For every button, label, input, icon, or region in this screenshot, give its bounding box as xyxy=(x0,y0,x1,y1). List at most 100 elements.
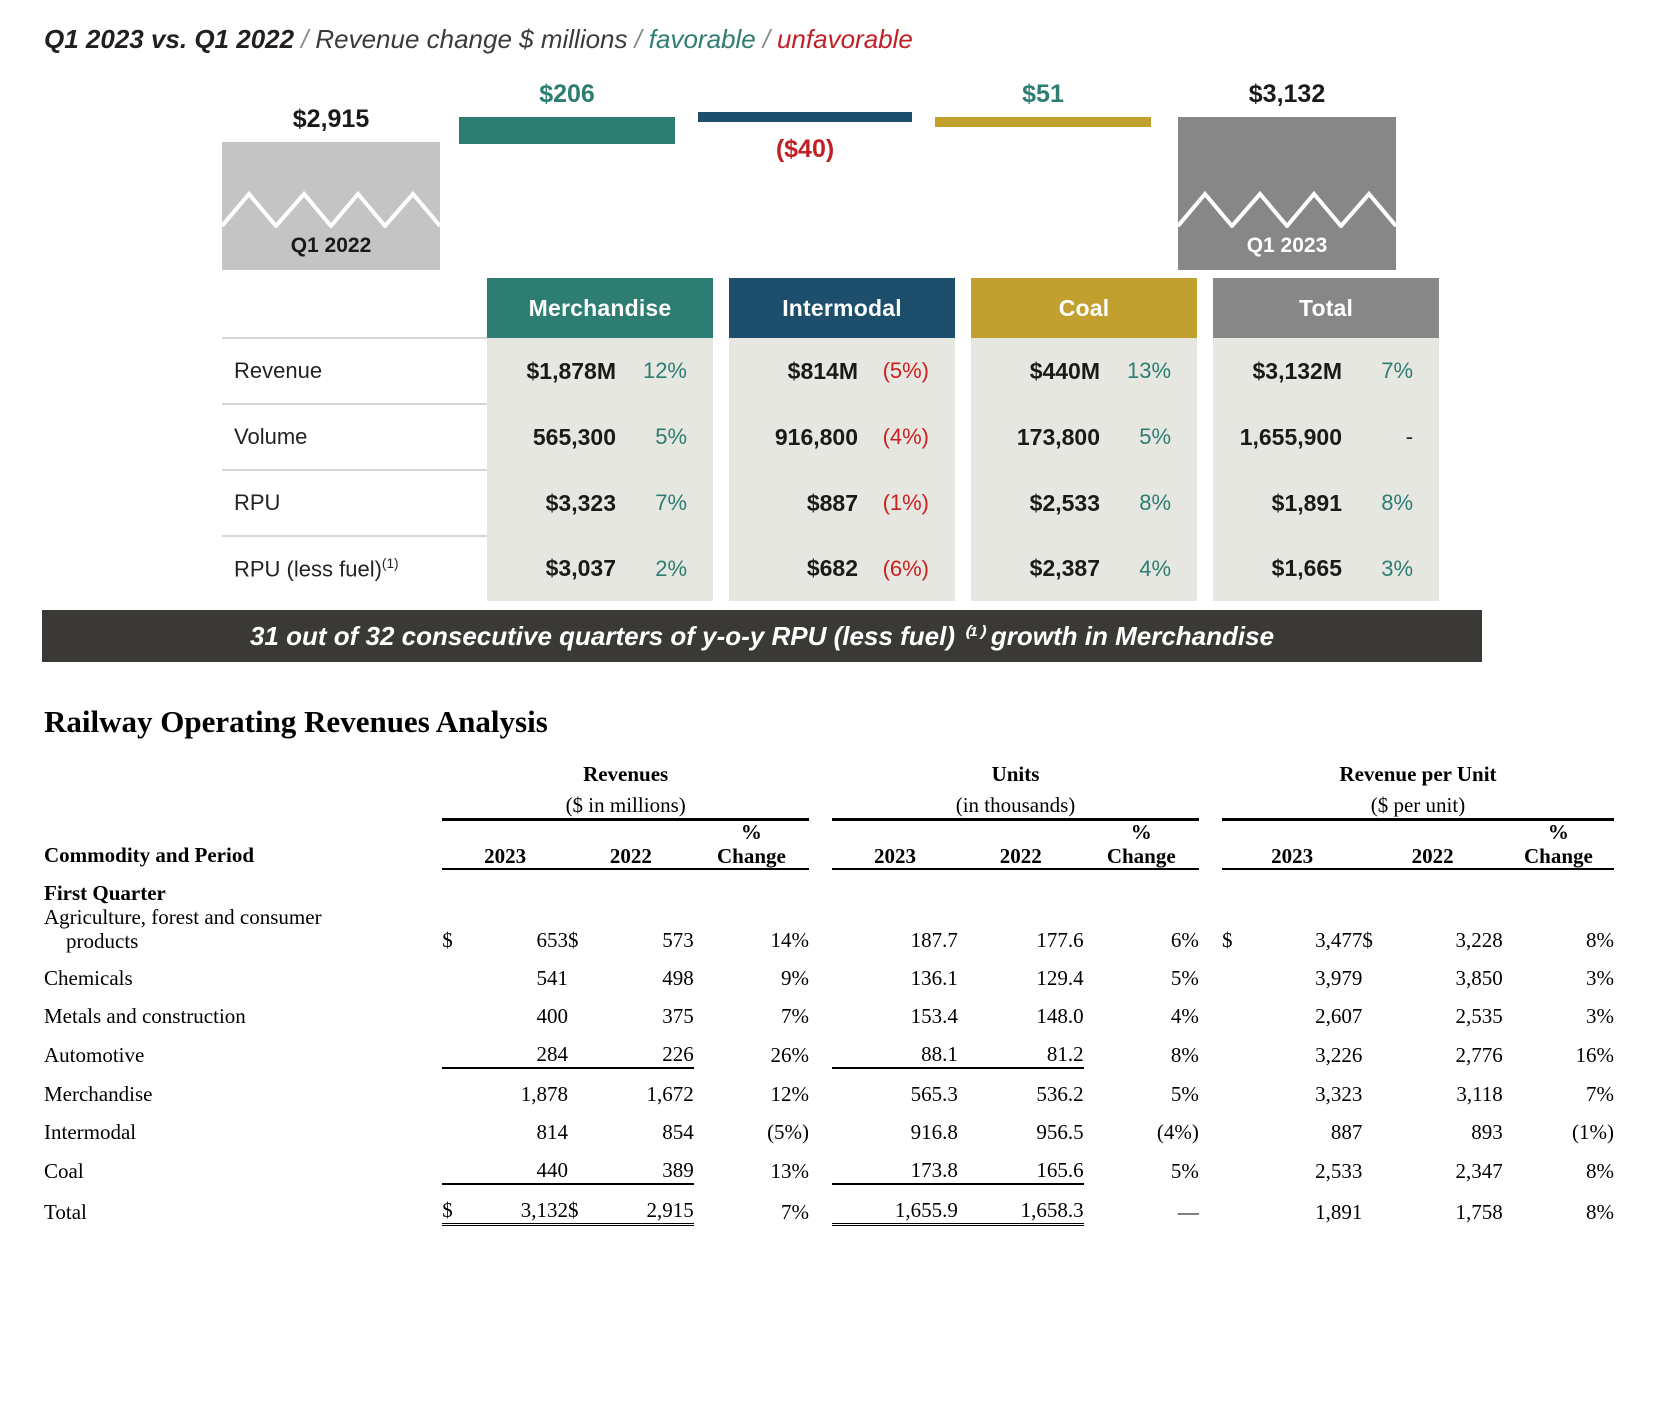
legend-favorable: favorable xyxy=(648,24,756,54)
doc-cell-rev-2023-currency xyxy=(442,953,471,991)
doc-table-row: Merchandise 1,878 1,672 12% 565.3 536.2 5% 3,32… xyxy=(44,1068,1614,1107)
doc-cell-rev-2023: 400 xyxy=(536,1004,569,1029)
doc-cell-units-2023: 88.1 xyxy=(832,1029,958,1070)
highlight-banner: 31 out of 32 consecutive quarters of y-o… xyxy=(42,610,1482,662)
doc-cell-spacer xyxy=(809,1145,832,1184)
doc-cell-rev-2022-currency xyxy=(568,991,597,1029)
doc-row-label: Metals and construction xyxy=(44,1004,246,1029)
summary-table-row: Volume 565,300 5% 916,800 (4%) 173,800 5% 1,655… xyxy=(222,403,1440,470)
slide-title-sep-1: / xyxy=(301,24,309,54)
summary-cell-pct: (5%) xyxy=(864,338,956,404)
summary-col-total: Total xyxy=(1213,278,1440,338)
summary-cell-value: $440M xyxy=(971,338,1107,404)
waterfall-end-caption: Q1 2023 xyxy=(1246,234,1328,257)
summary-row-label: RPU (less fuel)(1) xyxy=(222,535,487,601)
doc-row-label: Coal xyxy=(44,1159,84,1184)
doc-cell-rpu-2023-currency xyxy=(1222,953,1251,991)
doc-cell-rpu-2022: 2,347 xyxy=(1455,1159,1503,1184)
summary-cell-pct: - xyxy=(1348,404,1440,470)
doc-title: Railway Operating Revenues Analysis xyxy=(44,704,548,739)
summary-table-header-row: Merchandise Intermodal Coal Total xyxy=(222,278,1440,338)
doc-cell-rpu-2023-currency xyxy=(1222,1107,1251,1145)
doc-cell-units-2023: 187.7 xyxy=(910,928,958,953)
summary-cell-pct: (4%) xyxy=(864,404,956,470)
doc-cell-spacer xyxy=(809,906,832,953)
summary-cell-gap xyxy=(955,470,972,536)
doc-cell-spacer xyxy=(1199,1029,1222,1068)
doc-cell-rev-2023: 1,878 xyxy=(520,1082,568,1107)
doc-cell-rpu-2022: 3,118 xyxy=(1456,1082,1503,1107)
colhead-units-pct-top: % xyxy=(1130,820,1152,844)
summary-col-intermodal: Intermodal xyxy=(729,278,956,338)
summary-cell-value: $2,387 xyxy=(971,536,1107,601)
doc-cell-units-2022: 956.5 xyxy=(1036,1120,1084,1145)
doc-table-row: Metals and construction 400 375 7% 153.4 148.… xyxy=(44,991,1614,1029)
doc-section-label: First Quarter xyxy=(44,881,166,906)
doc-cell-units-2022: 165.6 xyxy=(957,1145,1084,1186)
doc-cell-units-pct: 5% xyxy=(1170,1082,1199,1107)
doc-cell-units-pct: 6% xyxy=(1170,928,1199,953)
doc-cell-rev-2022-currency xyxy=(568,1107,597,1145)
waterfall-bar-intermodal xyxy=(698,112,912,122)
doc-section-row: First Quarter xyxy=(44,869,1614,906)
summary-cell-gap xyxy=(1197,536,1214,601)
doc-table-row: Chemicals 541 498 9% 136.1 129.4 5% 3,979 3,850 3… xyxy=(44,953,1614,991)
colhead-rev-pct-top: % xyxy=(740,820,762,844)
doc-cell-rpu-2022-currency xyxy=(1362,1184,1391,1225)
doc-cell-units-2023: 173.8 xyxy=(832,1145,958,1186)
slide-title-sep-2: / xyxy=(634,24,642,54)
doc-row-label: Merchandise xyxy=(44,1082,153,1107)
doc-cell-rev-2022-currency: $ xyxy=(568,928,579,953)
doc-cell-spacer xyxy=(809,1107,832,1145)
summary-cell-pct: 5% xyxy=(622,404,713,470)
summary-col-merchandise: Merchandise xyxy=(487,278,713,338)
colhead-units-pct: % Change xyxy=(1084,820,1199,869)
waterfall-bar-merchandise xyxy=(459,117,675,144)
waterfall-step-intermodal-value: ($40) xyxy=(775,135,835,163)
summary-row-label: Revenue xyxy=(222,337,487,404)
slide-title: Q1 2023 vs. Q1 2022/Revenue change $ mil… xyxy=(44,24,913,55)
doc-cell-rpu-pct: 3% xyxy=(1586,966,1614,991)
doc-cell-rpu-2023: 3,226 xyxy=(1315,1043,1363,1068)
doc-cell-rpu-2022-currency xyxy=(1362,1145,1391,1184)
doc-cell-rev-2023: 653 xyxy=(536,928,569,953)
doc-cell-rpu-pct: 7% xyxy=(1586,1082,1614,1107)
doc-row-label: Automotive xyxy=(44,1043,145,1068)
waterfall-start-bar: Q1 2022 xyxy=(222,142,440,270)
doc-cell-spacer xyxy=(1199,1107,1222,1145)
summary-cell-gap xyxy=(713,470,729,536)
summary-cell-pct: 8% xyxy=(1106,470,1198,536)
group-header-rpu-sub: ($ per unit) xyxy=(1370,793,1466,817)
doc-cell-rpu-2023-currency xyxy=(1222,991,1251,1029)
doc-cell-spacer xyxy=(1199,1145,1222,1184)
doc-cell-rpu-2022: 1,758 xyxy=(1455,1199,1503,1224)
summary-cell-gap xyxy=(1197,470,1214,536)
doc-cell-spacer xyxy=(1199,906,1222,953)
doc-cell-units-2023: 136.1 xyxy=(910,966,958,991)
colhead-units-2022: 2022 xyxy=(999,843,1042,868)
summary-cell-pct: 12% xyxy=(622,338,713,404)
waterfall-start-caption: Q1 2022 xyxy=(290,234,372,257)
summary-cell-value: $3,323 xyxy=(487,470,622,536)
summary-cell-value: $1,665 xyxy=(1213,536,1349,601)
summary-cell-gap xyxy=(1197,404,1214,470)
group-header-row: Revenues ($ in millions) Units (in thous… xyxy=(44,762,1614,818)
doc-cell-rpu-2023: 3,979 xyxy=(1315,966,1363,991)
summary-cell-gap xyxy=(955,338,972,404)
doc-cell-rpu-2023-currency: $ xyxy=(1221,928,1233,953)
doc-cell-rpu-2022-currency xyxy=(1362,1029,1391,1068)
doc-cell-rpu-2022-currency: $ xyxy=(1362,928,1373,953)
doc-cell-units-2022: 1,658.3 xyxy=(957,1183,1084,1227)
doc-cell-units-pct: 4% xyxy=(1170,1004,1199,1029)
doc-cell-rev-2023-currency xyxy=(442,1145,472,1186)
doc-cell-rev-2022-currency xyxy=(568,1068,597,1107)
waterfall-end-value: $3,132 xyxy=(1248,80,1326,108)
summary-row-label: Volume xyxy=(222,403,487,470)
summary-cell-value: 565,300 xyxy=(487,404,622,470)
doc-cell-rev-2022: 375 xyxy=(662,1004,694,1029)
doc-cell-rpu-2023-currency xyxy=(1222,1029,1251,1068)
doc-cell-units-2022: 177.6 xyxy=(1036,928,1084,953)
summary-cell-value: $3,037 xyxy=(487,536,622,601)
summary-cell-gap xyxy=(713,404,729,470)
